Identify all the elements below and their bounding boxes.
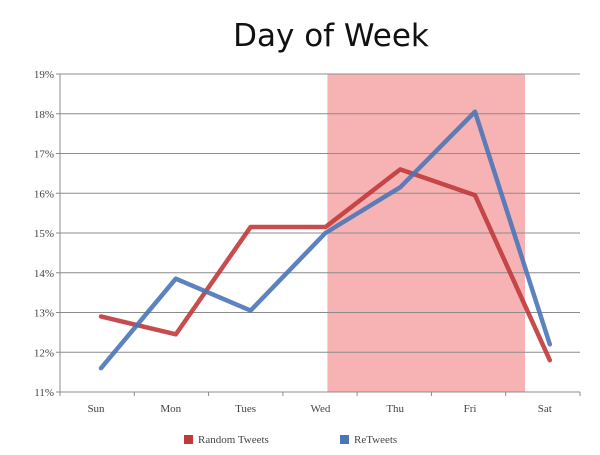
- x-axis-tick-labels: Sun Mon Tues Wed Thu Fri Sat: [87, 403, 551, 415]
- y-tick-label: 18%: [34, 109, 54, 121]
- y-tick-label: 17%: [34, 149, 54, 161]
- legend-swatch-random-tweets: [184, 435, 193, 444]
- x-tick-label: Mon: [160, 403, 181, 415]
- y-tick-label: 16%: [34, 188, 54, 200]
- series-lines: [98, 109, 553, 371]
- legend: Random Tweets ReTweets: [184, 434, 397, 446]
- legend-label-retweets: ReTweets: [354, 434, 397, 446]
- legend-swatch-retweets: [340, 435, 349, 444]
- legend-label-random-tweets: Random Tweets: [198, 434, 269, 446]
- gridlines: [56, 73, 581, 396]
- y-axis-tick-labels: 11% 12% 13% 14% 15% 16% 17% 18% 19%: [34, 69, 54, 399]
- y-tick-label: 14%: [34, 268, 54, 280]
- y-tick-label: 12%: [34, 347, 54, 359]
- y-tick-label: 19%: [34, 69, 54, 81]
- x-tick-label: Sun: [87, 403, 105, 415]
- x-tick-label: Wed: [310, 403, 330, 415]
- x-tick-label: Tues: [235, 403, 256, 415]
- y-tick-label: 11%: [34, 387, 54, 399]
- x-tick-label: Thu: [386, 403, 404, 415]
- y-tick-label: 13%: [34, 308, 54, 320]
- chart-title: Day of Week: [233, 18, 429, 54]
- y-tick-label: 15%: [34, 228, 54, 240]
- x-tick-label: Fri: [464, 403, 477, 415]
- x-tick-label: Sat: [538, 403, 552, 415]
